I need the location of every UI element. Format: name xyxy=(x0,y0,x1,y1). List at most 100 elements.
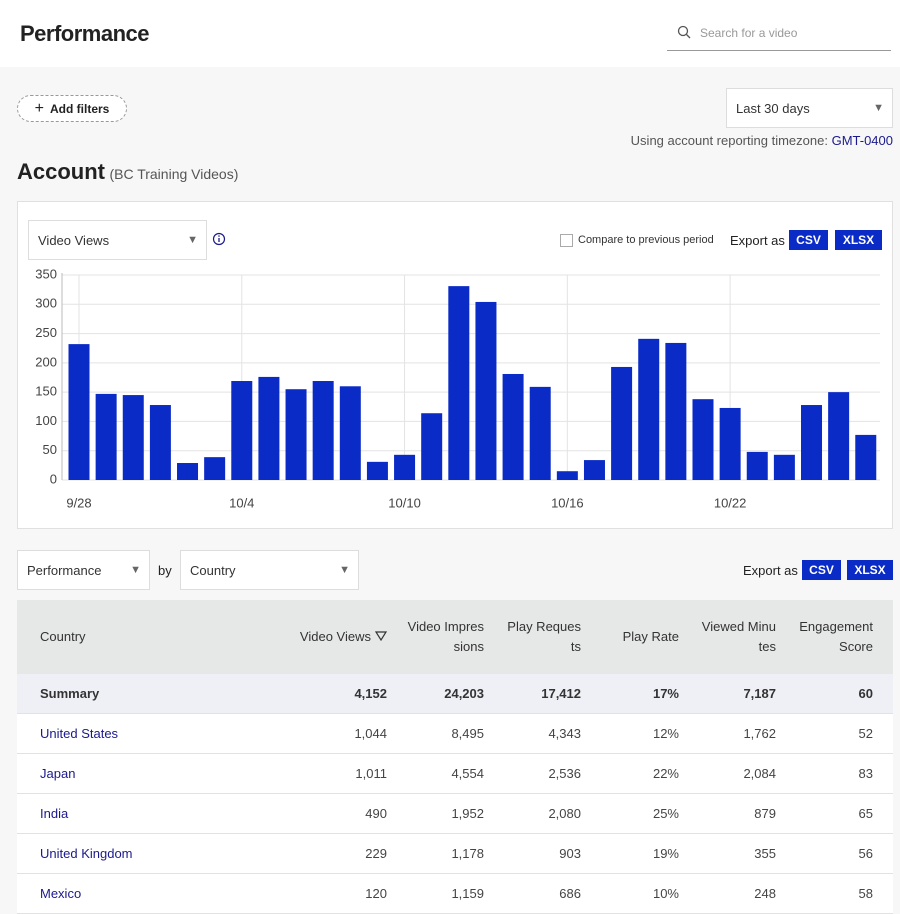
table-cell: 2,080 xyxy=(504,794,601,834)
country-link[interactable]: Japan xyxy=(40,766,75,781)
bar xyxy=(611,367,632,480)
country-link[interactable]: United States xyxy=(40,726,118,741)
summary-cell: 17,412 xyxy=(504,674,601,714)
country-link[interactable]: United Kingdom xyxy=(40,846,133,861)
account-heading: Account (BC Training Videos) xyxy=(17,159,238,185)
table-row: United States1,0448,4954,34312%1,76252 xyxy=(17,714,893,754)
bar xyxy=(584,460,605,480)
table-xlsx-button[interactable]: XLSX xyxy=(847,560,893,580)
bar xyxy=(665,343,686,480)
bar xyxy=(557,471,578,480)
table-cell: 25% xyxy=(601,794,699,834)
table-row: Japan1,0114,5542,53622%2,08483 xyxy=(17,754,893,794)
bar xyxy=(503,374,524,480)
table-cell: 355 xyxy=(699,834,796,874)
summary-cell: 60 xyxy=(796,674,893,714)
bar xyxy=(123,395,144,480)
bar xyxy=(340,386,361,480)
table-cell: 903 xyxy=(504,834,601,874)
xlsx-button[interactable]: XLSX xyxy=(835,230,882,250)
bar xyxy=(231,381,252,480)
dimension-dropdown[interactable]: Country▼ xyxy=(180,550,359,590)
table-row: Mexico1201,15968610%24858 xyxy=(17,874,893,914)
top-bar: Performance Search for a video xyxy=(0,0,900,67)
compare-checkbox[interactable] xyxy=(560,234,573,247)
y-tick-label: 300 xyxy=(35,296,57,311)
export-label: Export as xyxy=(730,233,785,248)
bar xyxy=(638,339,659,480)
bar xyxy=(747,452,768,480)
bar xyxy=(150,405,171,480)
summary-cell: Summary xyxy=(17,674,290,714)
table-cell: 52 xyxy=(796,714,893,754)
bar xyxy=(258,377,279,480)
country-cell: Japan xyxy=(17,754,290,794)
table-cell: 1,159 xyxy=(407,874,504,914)
search-box[interactable]: Search for a video xyxy=(667,17,891,51)
table-cell: 686 xyxy=(504,874,601,914)
table-cell: 8,495 xyxy=(407,714,504,754)
column-header[interactable]: Play Requests xyxy=(504,600,601,674)
table-cell: 1,178 xyxy=(407,834,504,874)
metric: Video Views xyxy=(38,233,109,248)
column-header[interactable]: Viewed Minutes xyxy=(699,600,796,674)
table-cell: 83 xyxy=(796,754,893,794)
table-metric: Performance xyxy=(27,563,101,578)
x-tick-label: 9/28 xyxy=(66,495,91,510)
country-cell: United Kingdom xyxy=(17,834,290,874)
column-header[interactable]: Video Impressions xyxy=(407,600,504,674)
table-metric-dropdown[interactable]: Performance▼ xyxy=(17,550,150,590)
bar xyxy=(286,389,307,480)
info-icon[interactable] xyxy=(212,232,226,246)
table-cell: 1,011 xyxy=(290,754,407,794)
bar xyxy=(394,455,415,480)
date-range-dropdown[interactable]: Last 30 days▼ xyxy=(726,88,893,128)
bar xyxy=(475,302,496,480)
bar xyxy=(855,435,876,480)
table-cell: 4,554 xyxy=(407,754,504,794)
metric-dropdown[interactable]: Video Views▼ xyxy=(28,220,207,260)
timezone-line: Using account reporting timezone: GMT-04… xyxy=(631,133,893,148)
table-cell: 22% xyxy=(601,754,699,794)
search-placeholder: Search for a video xyxy=(700,26,797,40)
country-link[interactable]: Mexico xyxy=(40,886,81,901)
column-header[interactable]: Video Views xyxy=(290,600,407,674)
table-cell: 248 xyxy=(699,874,796,914)
account-subtitle: (BC Training Videos) xyxy=(109,166,238,182)
column-header[interactable]: Play Rate xyxy=(601,600,699,674)
x-tick-label: 10/4 xyxy=(229,495,254,510)
sort-icon[interactable] xyxy=(375,631,387,641)
table-csv-button[interactable]: CSV xyxy=(802,560,841,580)
timezone-link[interactable]: GMT-0400 xyxy=(832,133,893,148)
y-tick-label: 250 xyxy=(35,325,57,340)
country-cell: India xyxy=(17,794,290,834)
bar xyxy=(774,455,795,480)
table-cell: 56 xyxy=(796,834,893,874)
data-table: CountryVideo ViewsVideo ImpressionsPlay … xyxy=(17,600,893,914)
table-export-label: Export as xyxy=(743,563,798,578)
column-header[interactable]: Engagement Score xyxy=(796,600,893,674)
table-cell: 19% xyxy=(601,834,699,874)
bar xyxy=(69,344,90,480)
page-title: Performance xyxy=(20,21,149,47)
compare-label: Compare to previous period xyxy=(578,234,714,246)
csv-button[interactable]: CSV xyxy=(789,230,828,250)
bar xyxy=(204,457,225,480)
bar xyxy=(448,286,469,480)
account-title: Account xyxy=(17,159,105,184)
y-tick-label: 150 xyxy=(35,384,57,399)
table-row: United Kingdom2291,17890319%35556 xyxy=(17,834,893,874)
bar xyxy=(720,408,741,480)
column-header: Country xyxy=(17,600,290,674)
country-link[interactable]: India xyxy=(40,806,68,821)
bar xyxy=(530,387,551,480)
y-tick-label: 200 xyxy=(35,354,57,369)
country-cell: Mexico xyxy=(17,874,290,914)
table-cell: 1,952 xyxy=(407,794,504,834)
add-filters-button[interactable]: +Add filters xyxy=(17,95,127,122)
table-cell: 2,536 xyxy=(504,754,601,794)
bar xyxy=(367,462,388,480)
table-cell: 12% xyxy=(601,714,699,754)
y-tick-label: 50 xyxy=(43,442,57,457)
